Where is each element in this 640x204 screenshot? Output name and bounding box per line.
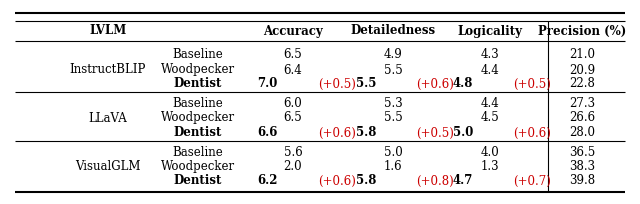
- Text: 4.4: 4.4: [481, 97, 499, 110]
- Text: 6.5: 6.5: [284, 111, 302, 124]
- Text: VisualGLM: VisualGLM: [76, 160, 141, 173]
- Text: 6.5: 6.5: [284, 48, 302, 61]
- Text: Woodpecker: Woodpecker: [161, 160, 235, 173]
- Text: Baseline: Baseline: [173, 48, 223, 61]
- Text: 7.0: 7.0: [258, 77, 278, 90]
- Text: 5.8: 5.8: [356, 174, 376, 187]
- Text: Dentist: Dentist: [174, 126, 222, 139]
- Text: 38.3: 38.3: [569, 160, 595, 173]
- Text: 5.5: 5.5: [383, 111, 403, 124]
- Text: (+0.6): (+0.6): [513, 126, 551, 139]
- Text: (+0.5): (+0.5): [318, 77, 356, 90]
- Text: 21.0: 21.0: [569, 48, 595, 61]
- Text: 1.6: 1.6: [384, 160, 403, 173]
- Text: 4.9: 4.9: [383, 48, 403, 61]
- Text: 1.3: 1.3: [481, 160, 499, 173]
- Text: 6.2: 6.2: [257, 174, 278, 187]
- Text: (+0.5): (+0.5): [416, 126, 454, 139]
- Text: 5.0: 5.0: [452, 126, 473, 139]
- Text: 6.4: 6.4: [284, 63, 302, 76]
- Text: 5.5: 5.5: [383, 63, 403, 76]
- Text: (+0.6): (+0.6): [318, 174, 356, 187]
- Text: (+0.6): (+0.6): [318, 126, 356, 139]
- Text: (+0.6): (+0.6): [416, 77, 454, 90]
- Text: 5.6: 5.6: [284, 146, 302, 159]
- Text: InstructBLIP: InstructBLIP: [70, 63, 146, 76]
- Text: 6.6: 6.6: [258, 126, 278, 139]
- Text: 5.3: 5.3: [383, 97, 403, 110]
- Text: (+0.8): (+0.8): [416, 174, 454, 187]
- Text: Baseline: Baseline: [173, 146, 223, 159]
- Text: 39.8: 39.8: [569, 174, 595, 187]
- Text: 4.7: 4.7: [452, 174, 473, 187]
- Text: (+0.7): (+0.7): [513, 174, 551, 187]
- Text: Dentist: Dentist: [174, 77, 222, 90]
- Text: Accuracy: Accuracy: [263, 24, 323, 37]
- Text: 6.0: 6.0: [284, 97, 302, 110]
- Text: Woodpecker: Woodpecker: [161, 111, 235, 124]
- Text: 4.4: 4.4: [481, 63, 499, 76]
- Text: 26.6: 26.6: [569, 111, 595, 124]
- Text: 4.8: 4.8: [452, 77, 473, 90]
- Text: 5.0: 5.0: [383, 146, 403, 159]
- Text: 4.0: 4.0: [481, 146, 499, 159]
- Text: Precision (%): Precision (%): [538, 24, 626, 37]
- Text: 27.3: 27.3: [569, 97, 595, 110]
- Text: 4.3: 4.3: [481, 48, 499, 61]
- Text: 2.0: 2.0: [284, 160, 302, 173]
- Text: 4.5: 4.5: [481, 111, 499, 124]
- Text: Logicality: Logicality: [458, 24, 522, 37]
- Text: 22.8: 22.8: [569, 77, 595, 90]
- Text: LLaVA: LLaVA: [88, 111, 127, 124]
- Text: 36.5: 36.5: [569, 146, 595, 159]
- Text: 28.0: 28.0: [569, 126, 595, 139]
- Text: (+0.5): (+0.5): [513, 77, 551, 90]
- Text: 20.9: 20.9: [569, 63, 595, 76]
- Text: LVLM: LVLM: [90, 24, 127, 37]
- Text: 5.8: 5.8: [356, 126, 376, 139]
- Text: Woodpecker: Woodpecker: [161, 63, 235, 76]
- Text: 5.5: 5.5: [356, 77, 376, 90]
- Text: Baseline: Baseline: [173, 97, 223, 110]
- Text: Detailedness: Detailedness: [351, 24, 436, 37]
- Text: Dentist: Dentist: [174, 174, 222, 187]
